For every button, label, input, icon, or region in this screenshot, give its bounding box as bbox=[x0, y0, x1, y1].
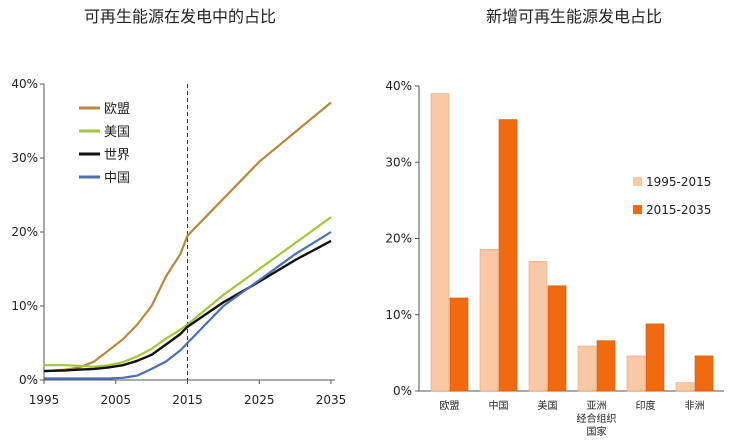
category-label: 美国 bbox=[538, 399, 558, 412]
left-x-tick-label: 2035 bbox=[316, 393, 347, 407]
left-x-tick-label: 2005 bbox=[100, 393, 131, 407]
right-y-tick-label: 20% bbox=[385, 232, 412, 246]
bar-6-series-1 bbox=[675, 382, 695, 392]
bar-5-series-2 bbox=[645, 323, 665, 392]
bar-4-series-2 bbox=[596, 340, 616, 392]
bar-3-series-2 bbox=[547, 285, 567, 392]
bar-chart: 0% 10% 20% 30% 40% 欧盟 中国 美国 亚洲经合组织国家 印度 非洲 1995-2… bbox=[385, 79, 724, 438]
left-y-ticks: 0% 10% 20% 30% 40% bbox=[11, 77, 44, 387]
bar-3-series-1 bbox=[528, 261, 548, 392]
legend-label: 欧盟 bbox=[104, 102, 130, 117]
legend-label: 1995-2015 bbox=[646, 175, 711, 189]
legend-label: 中国 bbox=[104, 171, 130, 186]
left-x-ticks: 1995 2005 2015 2025 2035 bbox=[29, 380, 347, 407]
right-y-tick-label: 0% bbox=[393, 384, 412, 398]
right-y-tick-label: 10% bbox=[385, 308, 412, 322]
left-x-tick-label: 2015 bbox=[172, 393, 203, 407]
left-x-tick-label: 1995 bbox=[29, 393, 60, 407]
bar-1-series-2 bbox=[449, 297, 469, 392]
left-y-tick-label: 30% bbox=[11, 151, 38, 165]
bar-2-series-1 bbox=[479, 248, 499, 392]
right-chart-title: 新增可再生能源发电占比 bbox=[486, 7, 662, 26]
line-series-2 bbox=[44, 216, 332, 368]
bar-6-series-2 bbox=[694, 355, 714, 392]
category-label: 中国 bbox=[489, 399, 509, 412]
left-y-tick-label: 10% bbox=[11, 299, 38, 313]
left-y-tick-label: 0% bbox=[19, 373, 38, 387]
legend-label: 世界 bbox=[104, 148, 130, 163]
legend-swatch bbox=[633, 177, 642, 186]
line-series-4 bbox=[44, 231, 332, 380]
line-chart: 0% 10% 20% 30% 40% 1995 2005 2015 2025 2035 欧盟美国… bbox=[11, 77, 346, 407]
category-label: 亚洲经合组织国家 bbox=[577, 400, 617, 438]
category-label: 欧盟 bbox=[440, 400, 460, 412]
category-label: 非洲 bbox=[685, 400, 705, 412]
left-y-tick-label: 40% bbox=[11, 77, 38, 91]
left-y-tick-label: 20% bbox=[11, 225, 38, 239]
bar-5-series-1 bbox=[626, 355, 646, 392]
right-y-ticks: 0% 10% 20% 30% 40% bbox=[385, 79, 419, 398]
bar-series-group bbox=[430, 93, 714, 392]
left-x-tick-label: 2025 bbox=[244, 393, 275, 407]
bar-1-series-1 bbox=[430, 93, 450, 392]
category-label: 印度 bbox=[636, 399, 656, 412]
right-y-tick-label: 30% bbox=[385, 155, 412, 169]
right-y-tick-label: 40% bbox=[385, 79, 412, 93]
legend-swatch bbox=[633, 205, 642, 214]
bar-2-series-2 bbox=[498, 119, 518, 392]
right-legend: 1995-2015 2015-2035 bbox=[633, 175, 711, 217]
legend-label: 美国 bbox=[104, 125, 130, 140]
line-series-group bbox=[43, 101, 332, 380]
left-chart-title: 可再生能源在发电中的占比 bbox=[84, 7, 276, 26]
category-labels: 欧盟 中国 美国 亚洲经合组织国家 印度 非洲 bbox=[440, 399, 705, 438]
bar-4-series-1 bbox=[577, 345, 597, 392]
legend-label: 2015-2035 bbox=[646, 203, 711, 217]
